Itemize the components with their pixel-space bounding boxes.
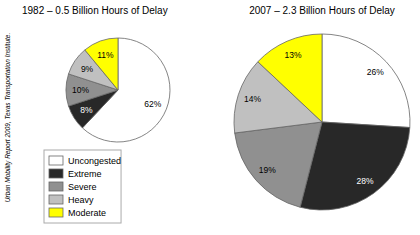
pie-slice: [322, 34, 410, 128]
legend-label: Moderate: [68, 208, 106, 218]
legend-swatch: [49, 208, 63, 217]
legend-frame: [44, 150, 121, 223]
legend-item: Uncongested: [49, 156, 121, 166]
data-label: 10%: [72, 85, 89, 95]
legend-label: Severe: [68, 182, 97, 192]
data-label: 8%: [80, 105, 93, 115]
chart-root: 1982 – 0.5 Billion Hours of Delay 62% 8% 10…: [0, 0, 420, 235]
data-label: 13%: [284, 50, 301, 60]
legend-item: Moderate: [49, 208, 106, 218]
legend-swatch: [49, 156, 63, 165]
legend-item: Extreme: [49, 169, 102, 179]
pie-chart: 2007 – 2.3 Billion Hours of Delay 26% 28% 1…: [234, 5, 410, 210]
data-label: 14%: [244, 94, 261, 104]
data-label: 62%: [144, 99, 161, 109]
legend: Uncongested Extreme Severe Heavy Moderate: [44, 150, 121, 223]
chart-title: 1982 – 0.5 Billion Hours of Delay: [22, 5, 168, 16]
pie-chart: 1982 – 0.5 Billion Hours of Delay 62% 8% 10…: [22, 5, 170, 142]
legend-label: Heavy: [68, 195, 94, 205]
pie-slice: [235, 122, 322, 207]
legend-swatch: [49, 169, 63, 178]
legend-item: Severe: [49, 182, 97, 192]
data-label: 11%: [97, 50, 114, 60]
data-label: 9%: [81, 64, 94, 74]
legend-swatch: [49, 182, 63, 191]
data-label: 28%: [356, 176, 373, 186]
annotation: Urban Mobility Report 2009, Texas Transp…: [4, 33, 12, 203]
legend-label: Extreme: [68, 169, 102, 179]
legend-swatch: [49, 195, 63, 204]
data-label: 26%: [367, 67, 384, 77]
legend-item: Heavy: [49, 195, 94, 205]
data-label: 19%: [259, 165, 276, 175]
pie: 62% 8% 10% 9%11%: [66, 38, 170, 142]
pie: 26% 28% 19% 14% 13%: [234, 34, 410, 210]
chart-title: 2007 – 2.3 Billion Hours of Delay: [249, 5, 395, 16]
legend-label: Uncongested: [68, 156, 121, 166]
pie-slice: [258, 34, 322, 122]
